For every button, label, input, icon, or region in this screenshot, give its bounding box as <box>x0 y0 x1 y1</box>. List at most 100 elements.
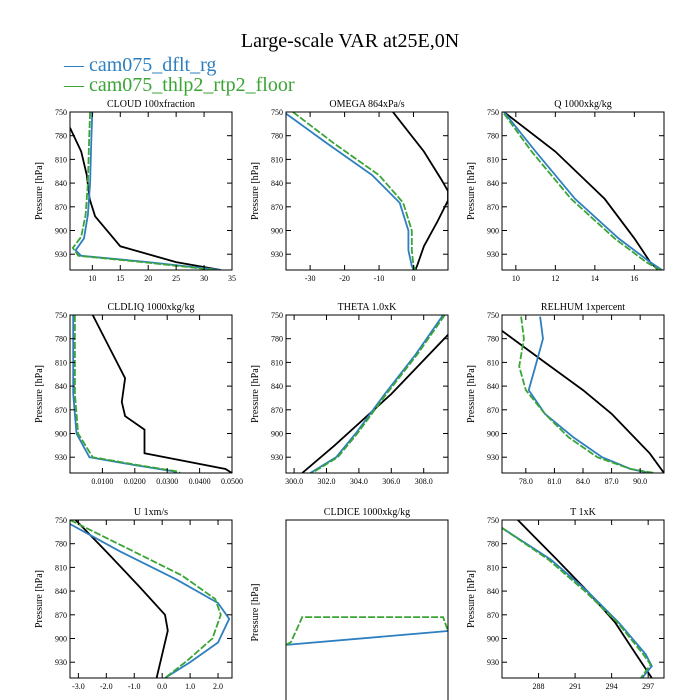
y-tick-label: 840 <box>487 382 499 391</box>
y-tick-label: 810 <box>487 155 499 164</box>
y-axis-label: Pressure [hPa] <box>34 365 45 423</box>
y-tick-label: 900 <box>487 227 499 236</box>
panel-frame <box>69 111 233 271</box>
panel-frame <box>501 519 665 679</box>
y-tick-label: 870 <box>487 406 499 415</box>
series-line-black <box>392 112 448 270</box>
x-tick-label: 10 <box>512 274 520 283</box>
panel-frame <box>285 519 449 700</box>
y-tick-label: 870 <box>55 611 67 620</box>
panel-title: OMEGA 864xPa/s <box>329 99 404 110</box>
series-line-green <box>292 112 417 270</box>
y-tick-label: 810 <box>271 358 283 367</box>
y-tick-label: 870 <box>55 406 67 415</box>
series-line-black <box>91 315 232 473</box>
y-tick-label: 780 <box>271 132 283 141</box>
y-tick-label: 750 <box>55 108 67 117</box>
x-tick-label: 304.0 <box>350 477 368 486</box>
y-tick-label: 900 <box>55 430 67 439</box>
panel-3: Q 1000xkg/kg Pressure [hPa] 750 780 810 840 87… <box>466 99 665 283</box>
y-axis-label: Pressure [hPa] <box>466 162 477 220</box>
x-tick-label: 0.0300 <box>156 477 178 486</box>
y-tick-label: 840 <box>55 179 67 188</box>
x-tick-label: 90.0 <box>633 477 647 486</box>
series-line-green <box>518 316 655 473</box>
x-tick-label: 0 <box>412 274 416 283</box>
x-tick-label: 0.0200 <box>124 477 146 486</box>
y-tick-label: 750 <box>55 516 67 525</box>
y-tick-label: 930 <box>487 453 499 462</box>
y-tick-label: 780 <box>55 335 67 344</box>
y-tick-label: 780 <box>271 335 283 344</box>
x-tick-label: -1.0 <box>128 682 141 691</box>
x-tick-label: 84.0 <box>576 477 590 486</box>
panel-4: CLDLIQ 1000xkg/kg Pressure [hPa] 750 780 810… <box>34 302 243 486</box>
panel-9: T 1xK Pressure [hPa] 750 780 810 840 870 900 930… <box>466 507 665 691</box>
y-tick-label: 750 <box>487 516 499 525</box>
y-tick-label: 870 <box>271 406 283 415</box>
y-tick-label: 930 <box>55 250 67 259</box>
panel-title: CLOUD 100xfraction <box>107 99 195 110</box>
x-tick-label: 30 <box>200 274 208 283</box>
x-tick-label: 297 <box>642 682 654 691</box>
legend-label: cam075_thlp2_rtp2_floor <box>89 74 295 96</box>
panel-title: CLDICE 1000xkg/kg <box>324 507 410 518</box>
y-axis-label: Pressure [hPa] <box>34 162 45 220</box>
x-tick-label: 0.0100 <box>91 477 113 486</box>
series-line-black <box>70 127 221 270</box>
x-tick-label: 87.0 <box>605 477 619 486</box>
series-line-blue <box>503 112 663 270</box>
series-line-green <box>71 112 216 270</box>
y-tick-label: 930 <box>487 250 499 259</box>
panel-series <box>286 112 448 270</box>
series-line-black <box>502 330 664 473</box>
x-tick-label: -30 <box>305 274 316 283</box>
y-axis-label: Pressure [hPa] <box>250 365 261 423</box>
panel-title: THETA 1.0xK <box>338 302 397 313</box>
y-tick-label: 900 <box>487 635 499 644</box>
y-tick-label: 810 <box>55 563 67 572</box>
series-line-blue <box>286 630 448 646</box>
panel-frame <box>69 519 233 679</box>
panel-series <box>502 316 664 473</box>
panel-series <box>70 520 231 678</box>
y-tick-label: 780 <box>55 132 67 141</box>
y-tick-label: 840 <box>487 587 499 596</box>
y-axis-label: Pressure [hPa] <box>250 583 261 641</box>
y-axis-label: Pressure [hPa] <box>466 570 477 628</box>
panel-title: RELHUM 1xpercent <box>541 302 625 313</box>
panel-frame <box>501 111 665 271</box>
series-line-green <box>502 527 652 678</box>
y-tick-label: 930 <box>55 453 67 462</box>
y-axis-label: Pressure [hPa] <box>250 162 261 220</box>
y-tick-label: 870 <box>487 611 499 620</box>
y-tick-label: 810 <box>55 358 67 367</box>
series-line-green <box>74 315 181 473</box>
figure-title: Large-scale VAR at25E,0N <box>240 30 460 52</box>
panel-frame <box>285 111 449 271</box>
x-tick-label: 14 <box>591 274 599 283</box>
y-tick-label: 780 <box>487 540 499 549</box>
x-tick-label: 0.0 <box>157 682 167 691</box>
panel-6: RELHUM 1xpercent Pressure [hPa] 750 780 810 8… <box>466 302 665 486</box>
x-tick-label: 20 <box>144 274 152 283</box>
y-tick-label: 900 <box>55 635 67 644</box>
y-tick-label: 870 <box>487 203 499 212</box>
legend-item-floor: — cam075_thlp2_rtp2_floor <box>64 74 295 97</box>
y-tick-label: 930 <box>55 658 67 667</box>
y-tick-label: 780 <box>487 132 499 141</box>
panel-series <box>70 112 221 270</box>
x-tick-label: 35 <box>228 274 236 283</box>
y-tick-label: 840 <box>55 382 67 391</box>
y-tick-label: 750 <box>487 311 499 320</box>
y-tick-label: 810 <box>271 155 283 164</box>
series-line-green <box>70 520 222 678</box>
panel-title: Q 1000xkg/kg <box>554 99 612 110</box>
y-tick-label: 810 <box>55 155 67 164</box>
panel-frame <box>501 314 665 474</box>
panel-series <box>503 112 663 270</box>
panel-series <box>72 315 232 473</box>
y-tick-label: 750 <box>271 108 283 117</box>
panel-series <box>286 616 448 646</box>
